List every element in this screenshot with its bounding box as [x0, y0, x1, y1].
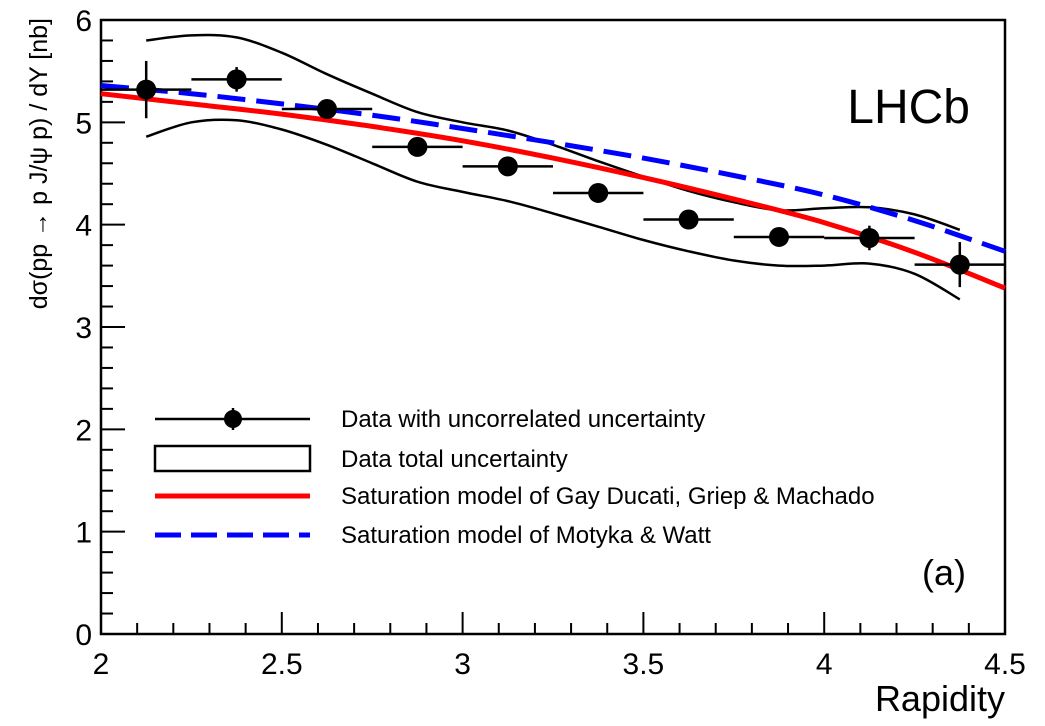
y-tick-label: 2 [75, 414, 92, 447]
legend-label-gay-ducati: Saturation model of Gay Ducati, Griep & … [341, 483, 875, 510]
data-point [859, 227, 880, 248]
y-tick-label: 3 [75, 312, 92, 345]
x-tick-label: 2.5 [261, 648, 303, 681]
legend-label-motyka-watt: Saturation model of Motyka & Watt [341, 522, 711, 549]
x-tick-label: 2 [93, 648, 110, 681]
data-point [136, 79, 157, 100]
experiment-label: LHCb [847, 81, 970, 134]
band-lower-edge [145, 118, 961, 301]
data-point [949, 254, 970, 275]
x-tick-label: 4.5 [984, 648, 1026, 681]
legend-band-box [153, 444, 312, 473]
data-point [226, 69, 247, 90]
data-point [678, 209, 699, 230]
y-axis-title: dσ(pp → p J/ψ p) / dY [nb] [25, 18, 53, 309]
data-point [497, 156, 518, 177]
y-tick-label: 4 [75, 210, 92, 243]
legend-label-band: Data total uncertainty [341, 446, 568, 473]
y-tick-label: 0 [75, 619, 92, 652]
data-points [101, 60, 1005, 288]
panel-label: (a) [922, 552, 966, 593]
axis-ticks: 2 2.5 3 3.5 4 4.5 0 1 2 3 4 5 6 [75, 5, 1026, 681]
data-point [588, 182, 609, 203]
chart-text: Rapidity dσ(pp → p J/ψ p) / dY [nb] LHCb… [25, 18, 1005, 719]
x-tick-label: 3.5 [623, 648, 665, 681]
x-axis-title: Rapidity [875, 678, 1005, 719]
model-curves [100, 83, 1006, 291]
x-tick-label: 3 [454, 648, 471, 681]
y-tick-label: 6 [75, 5, 92, 38]
legend-data-marker-dot [224, 410, 242, 428]
legend-label-data: Data with uncorrelated uncertainty [341, 406, 705, 433]
y-tick-label: 1 [75, 517, 92, 550]
data-point [769, 226, 789, 247]
legend: Data with uncorrelated uncertainty Data … [153, 406, 875, 549]
data-point [317, 99, 337, 120]
motyka-watt-curve [100, 83, 1006, 254]
x-tick-label: 4 [816, 648, 833, 681]
y-tick-label: 5 [75, 107, 92, 140]
gay-ducati-curve [100, 91, 1006, 291]
data-point [407, 136, 428, 157]
